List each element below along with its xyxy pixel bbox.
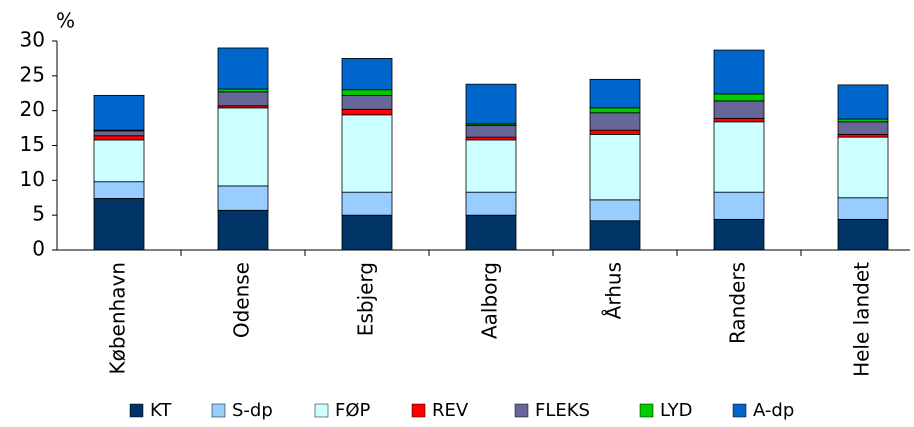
bar-segment xyxy=(837,118,889,123)
bar-segment xyxy=(465,139,517,193)
legend-swatch xyxy=(411,403,426,418)
y-tick-label: 5 xyxy=(32,202,45,226)
y-tick-label: 30 xyxy=(20,28,45,52)
bar-segment xyxy=(341,58,393,91)
bar-segment xyxy=(713,49,765,95)
bar-segment xyxy=(837,133,889,138)
bar-segment xyxy=(837,218,889,251)
y-tick-label: 15 xyxy=(20,132,45,156)
bar-segment xyxy=(217,47,269,90)
bar-segment xyxy=(217,88,269,93)
bar-segment xyxy=(217,209,269,251)
bar-segment xyxy=(589,107,641,114)
x-tick-label: Odense xyxy=(230,262,254,338)
bar-segment xyxy=(93,135,145,141)
bar-segment xyxy=(713,121,765,193)
bar-segment xyxy=(713,218,765,251)
legend-label: A-dp xyxy=(753,400,794,421)
legend-swatch xyxy=(639,403,654,418)
bar-segment xyxy=(93,130,145,137)
bar-segment xyxy=(713,117,765,123)
bar-segment xyxy=(465,83,517,125)
bar-segment xyxy=(465,214,517,251)
legend-label: FØP xyxy=(335,400,371,421)
bar-segment xyxy=(837,84,889,120)
legend-label: REV xyxy=(432,400,469,421)
y-tick-label: 0 xyxy=(32,237,45,261)
bar-segment xyxy=(341,89,393,96)
legend-swatch xyxy=(514,403,529,418)
legend-swatch xyxy=(211,403,226,418)
legend-label: KT xyxy=(150,400,172,421)
bar-segment xyxy=(589,199,641,222)
bar-segment xyxy=(465,136,517,141)
bar-segment xyxy=(465,124,517,138)
legend-swatch xyxy=(314,403,329,418)
x-tick-label: Århus xyxy=(602,262,626,319)
x-tick-label: København xyxy=(106,262,130,374)
bar-segment xyxy=(589,112,641,131)
bar-segment xyxy=(589,129,641,135)
y-tick-label: 25 xyxy=(20,62,45,86)
legend-label: S-dp xyxy=(232,400,273,421)
bar-segment xyxy=(341,94,393,110)
x-tick-label: Aalborg xyxy=(478,262,502,339)
legend-swatch xyxy=(129,403,144,418)
bar-segment xyxy=(713,191,765,220)
y-tick-label: 20 xyxy=(20,97,45,121)
x-tick-label: Esbjerg xyxy=(354,262,378,336)
bar-segment xyxy=(465,191,517,216)
bar-segment xyxy=(341,214,393,251)
bar-segment xyxy=(217,107,269,187)
bar-segment xyxy=(341,108,393,116)
legend-label: FLEKS xyxy=(535,400,590,421)
bar-segment xyxy=(217,91,269,107)
bar-segment xyxy=(713,100,765,119)
bar-segment xyxy=(93,139,145,183)
bar-segment xyxy=(341,191,393,216)
legend-swatch xyxy=(732,403,747,418)
bar-segment xyxy=(713,93,765,102)
bar-segment xyxy=(589,78,641,109)
bar-segment xyxy=(589,220,641,251)
bar-segment xyxy=(93,181,145,199)
legend-label: LYD xyxy=(660,400,693,421)
bar-segment xyxy=(93,198,145,251)
bar-segment xyxy=(837,121,889,135)
y-tick-label: 10 xyxy=(20,167,45,191)
bar-segment xyxy=(837,197,889,220)
x-tick-label: Hele landet xyxy=(850,262,874,377)
bar-segment xyxy=(93,94,145,131)
bar-segment xyxy=(341,114,393,193)
bar-segment xyxy=(217,185,269,211)
y-axis-label: % xyxy=(56,9,75,33)
x-tick-label: Randers xyxy=(726,262,750,344)
bar-segment xyxy=(589,133,641,201)
bar-segment xyxy=(837,136,889,199)
